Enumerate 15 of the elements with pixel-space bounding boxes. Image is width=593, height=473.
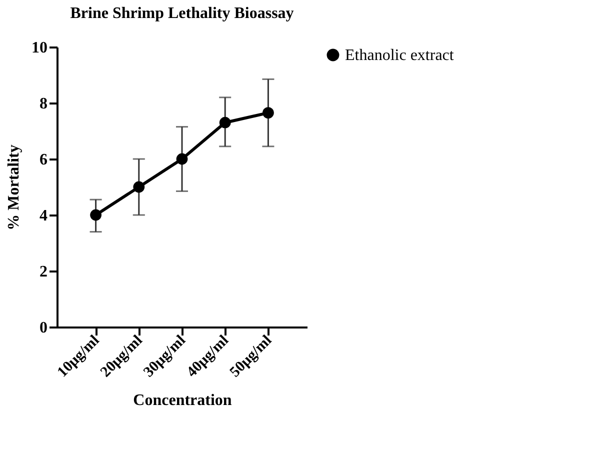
legend-label: Ethanolic extract bbox=[345, 47, 454, 64]
chart-title: Brine Shrimp Lethality Bioassay bbox=[70, 5, 294, 22]
y-tick-label: 8 bbox=[40, 96, 48, 112]
point bbox=[133, 181, 145, 193]
y-axis-title: % Mortality bbox=[6, 144, 22, 230]
x-axis-title: Concentration bbox=[133, 392, 232, 409]
y-tick-label: 4 bbox=[40, 208, 48, 224]
y-tick-label: 10 bbox=[32, 40, 48, 56]
point bbox=[219, 116, 231, 128]
point bbox=[262, 107, 274, 118]
y-tick-label: 0 bbox=[40, 320, 48, 336]
point bbox=[176, 153, 188, 165]
y-tick-label: 6 bbox=[40, 152, 48, 168]
point bbox=[90, 209, 102, 221]
y-tick-label: 2 bbox=[40, 264, 48, 280]
